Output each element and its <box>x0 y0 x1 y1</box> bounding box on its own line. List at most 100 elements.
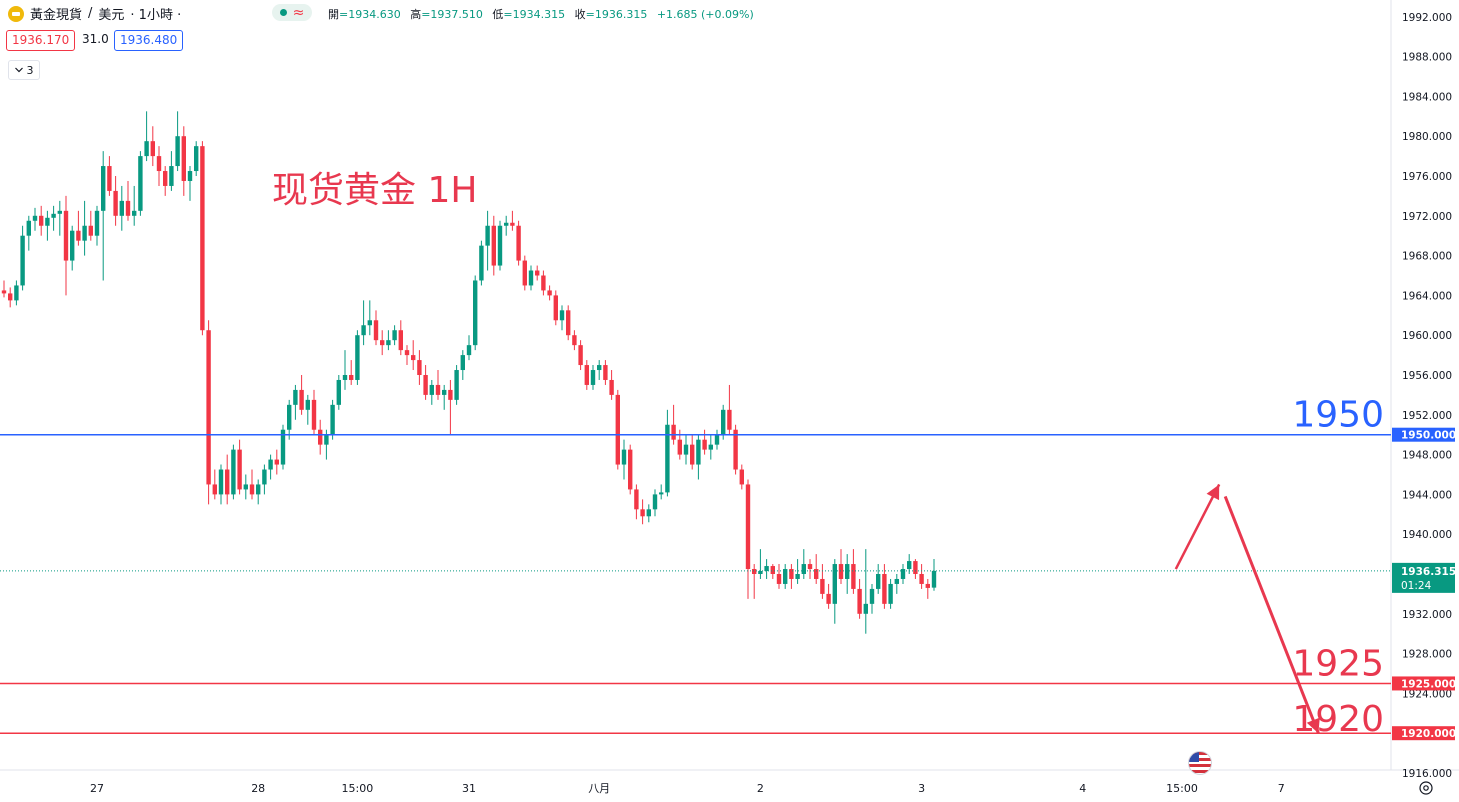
gear-icon[interactable] <box>1418 780 1434 796</box>
last-price-label: 1936.315 <box>1401 566 1456 578</box>
candle-body <box>460 355 465 371</box>
candle-body <box>411 355 416 361</box>
countdown-label: 01:24 <box>1401 580 1432 592</box>
candle-body <box>807 564 813 570</box>
candle-body <box>485 225 490 246</box>
candle-body <box>274 459 279 465</box>
last-price-tag <box>1392 562 1455 593</box>
candle-body <box>82 225 87 241</box>
candle-body <box>479 245 484 281</box>
candle-body <box>721 409 726 435</box>
candle-body <box>101 166 106 211</box>
candle-body <box>330 404 335 435</box>
symbol-title[interactable]: 黃金現貨 / 美元 · 1小時 · <box>8 4 181 23</box>
hline-annotation: 1950 <box>1292 395 1384 436</box>
candle-body <box>758 571 763 574</box>
candle-body <box>869 588 875 604</box>
price-tick-label: 1992.000 <box>1402 12 1452 24</box>
price-tick-label: 1984.000 <box>1402 91 1452 103</box>
candle-body <box>646 509 651 517</box>
candle-body <box>287 404 292 430</box>
candle-body <box>417 360 422 375</box>
candle-body <box>218 469 224 495</box>
candle-body <box>132 210 137 216</box>
candle-body <box>448 389 453 400</box>
candle-body <box>559 310 565 321</box>
hline-price-tag <box>1392 427 1455 442</box>
price-tick-label: 1928.000 <box>1402 649 1452 661</box>
candle-body <box>367 320 372 326</box>
candle-body <box>373 320 379 341</box>
candle-body <box>516 225 521 261</box>
separator: / <box>88 6 93 21</box>
candle-body <box>156 156 162 172</box>
ohlc-legend: 開=1934.630 高=1937.510 低=1934.315 收=1936.… <box>328 6 760 22</box>
candle-body <box>293 389 298 405</box>
indicators-collapse-button[interactable]: 3 <box>8 60 40 80</box>
candle-body <box>882 574 887 604</box>
sell-button[interactable]: 1936.170 <box>6 30 76 51</box>
candle-body <box>553 295 558 321</box>
buy-button[interactable]: 1936.480 <box>114 30 184 51</box>
candle-body <box>708 444 713 450</box>
chart-title-annotation: 现货黄金 1H <box>272 170 477 211</box>
candle-body <box>398 330 403 351</box>
candle-body <box>14 285 19 301</box>
candle-body <box>609 379 614 395</box>
candle-body <box>144 141 149 157</box>
candle-body <box>907 561 912 570</box>
candle-body <box>76 230 81 241</box>
open-value: =1934.630 <box>339 8 401 21</box>
time-tick-label: 八月 <box>588 782 610 795</box>
open-label: 開 <box>328 8 339 21</box>
candle-body <box>150 141 155 157</box>
candle-body <box>94 210 100 236</box>
candles-group <box>1 111 937 634</box>
candle-body <box>900 569 906 579</box>
candle-body <box>764 566 769 572</box>
price-tick-label: 1960.000 <box>1402 330 1452 342</box>
candle-body <box>677 439 682 455</box>
candle-body <box>355 335 360 380</box>
price-tick-label: 1980.000 <box>1402 131 1452 143</box>
candle-body <box>876 574 881 589</box>
us-flag-icon[interactable] <box>1188 751 1212 775</box>
candle-body <box>305 399 310 410</box>
candle-body <box>845 564 850 579</box>
price-tick-label: 1940.000 <box>1402 529 1452 541</box>
candle-body <box>318 429 323 445</box>
candle-body <box>454 370 459 400</box>
candle-body <box>863 603 868 614</box>
candle-body <box>429 384 434 395</box>
candle-body <box>714 434 720 445</box>
candle-body <box>32 215 38 221</box>
candle-body <box>572 335 577 346</box>
hline-price-label: 1950.000 <box>1401 430 1456 442</box>
candle-body <box>745 484 751 570</box>
indicator-count: 3 <box>26 63 34 77</box>
candle-body <box>63 210 69 261</box>
candle-body <box>194 146 199 172</box>
candle-body <box>473 280 478 346</box>
candle-body <box>423 375 428 395</box>
market-status-pill[interactable]: ≈ <box>272 4 312 21</box>
time-tick-label: 4 <box>1079 782 1086 795</box>
candle-body <box>801 564 806 574</box>
candle-body <box>386 340 391 346</box>
candle-body <box>776 574 782 584</box>
candle-body <box>225 469 230 495</box>
currency: 美元 <box>98 8 125 23</box>
candle-body <box>237 449 242 490</box>
candle-body <box>231 449 236 495</box>
candle-body <box>342 375 348 380</box>
candle-body <box>733 429 738 470</box>
candle-body <box>597 365 602 371</box>
candle-body <box>634 489 639 510</box>
candle-body <box>249 484 255 495</box>
candle-body <box>324 434 329 445</box>
candle-body <box>392 330 397 341</box>
candle-body <box>113 190 118 216</box>
candle-body <box>894 578 899 584</box>
candle-body <box>175 136 180 167</box>
